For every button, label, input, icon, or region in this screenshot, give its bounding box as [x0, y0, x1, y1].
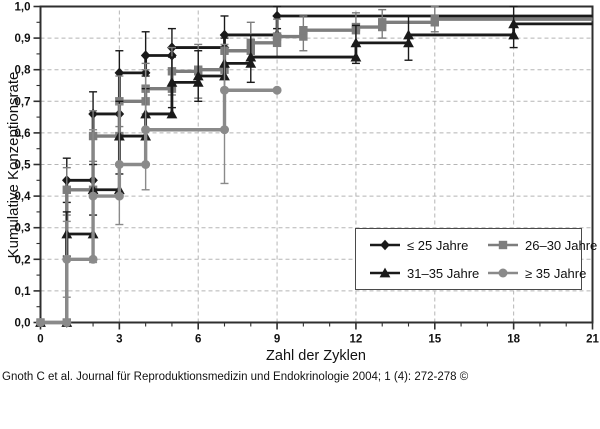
y-tick-label: 0,6 [15, 128, 31, 140]
legend-item-26-30: 26–30 Jahre [486, 238, 597, 253]
triangle-marker [166, 108, 178, 119]
source-caption: Gnoth C et al. Journal für Reproduktions… [2, 371, 469, 383]
x-tick-label: 21 [586, 334, 599, 346]
square-marker [430, 14, 439, 24]
triangle-marker [508, 18, 520, 29]
triangle-marker [379, 267, 391, 278]
square-marker [272, 38, 282, 48]
circle-marker [114, 191, 124, 201]
square-marker [62, 185, 71, 194]
legend: ≤ 25 Jahre 26–30 Jahre 31–35 Jahre ≥ 35 … [355, 228, 597, 290]
chart-plot-area: 0,0 0,1 0,2 0,3 0,4 0,5 0,6 0,7 0,8 0,9 1,0 0 3 6 9 12 1… [15, 2, 600, 346]
y-axis-title: Kumulative Konzeptionsrate [5, 71, 22, 259]
x-axis-title: Zahl der Zyklen [266, 348, 366, 364]
circle-marker-icon [488, 268, 518, 278]
square-marker [498, 240, 508, 250]
circle-marker [36, 318, 45, 327]
circle-marker [498, 268, 508, 278]
y-tick-label: 1,0 [15, 2, 31, 14]
circle-marker [141, 125, 151, 135]
tick-labels: 0,0 0,1 0,2 0,3 0,4 0,5 0,6 0,7 0,8 0,9 1,0 0 3 6 9 12 1… [15, 2, 600, 346]
y-tick-label: 0,3 [15, 223, 31, 235]
legend-label: ≤ 25 Jahre [407, 237, 469, 253]
circle-marker [141, 160, 151, 169]
diamond-marker-icon [370, 239, 400, 251]
triangle-marker [403, 29, 414, 40]
error-bars [62, 5, 518, 257]
y-tick-label: 0,2 [15, 254, 31, 266]
triangle-marker [166, 76, 178, 87]
square-marker [378, 22, 387, 32]
x-tick-label: 3 [116, 334, 122, 346]
square-marker [378, 18, 387, 27]
markers [35, 10, 282, 328]
y-tick-label: 0,1 [15, 286, 32, 298]
plot-frame [39, 5, 594, 324]
legend-item-31-35: 31–35 Jahre [368, 266, 486, 281]
y-tick-label: 0,9 [15, 33, 31, 45]
triangle-marker [245, 57, 257, 68]
x-tick-label: 0 [37, 334, 43, 346]
triangle-marker [350, 37, 362, 48]
circle-marker [88, 254, 98, 264]
series-ge-35-jahre [36, 43, 282, 327]
triangle-marker [245, 51, 257, 62]
y-tick-label: 0,7 [15, 96, 31, 108]
triangle-marker-icon [370, 267, 400, 278]
x-tick-label: 15 [428, 334, 441, 346]
triangle-marker [192, 76, 204, 87]
legend-label: ≥ 35 Jahre [525, 265, 587, 281]
square-marker [299, 32, 308, 41]
circle-marker [62, 318, 72, 327]
triangle-marker [508, 29, 520, 40]
y-tick-label: 0,0 [15, 318, 31, 330]
step-line [40, 88, 278, 325]
circle-marker [272, 85, 282, 95]
circle-marker [88, 191, 98, 201]
square-marker [299, 26, 308, 35]
legend-item-ge-35: ≥ 35 Jahre [486, 266, 597, 281]
markers [36, 85, 282, 327]
triangle-marker [403, 37, 414, 48]
triangle-marker [192, 70, 204, 81]
diamond-marker [380, 239, 390, 251]
y-tick-label: 0,5 [15, 160, 32, 172]
x-tick-label: 6 [195, 334, 201, 346]
legend-item-le-25: ≤ 25 Jahre [368, 238, 486, 253]
axis-ticks [33, 5, 594, 330]
legend-label: 26–30 Jahre [525, 237, 598, 253]
circle-marker [114, 160, 124, 169]
x-tick-label: 9 [274, 334, 280, 346]
circle-marker [220, 85, 229, 95]
triangle-marker [350, 51, 362, 62]
y-tick-label: 0,8 [15, 65, 32, 77]
y-tick-label: 0,4 [15, 191, 32, 203]
circle-marker [220, 125, 229, 135]
x-tick-label: 18 [507, 334, 520, 346]
square-marker-icon [488, 240, 518, 250]
legend-label: 31–35 Jahre [407, 265, 480, 281]
x-tick-label: 12 [350, 334, 363, 346]
square-marker [272, 32, 282, 41]
diamond-marker [140, 50, 151, 61]
circle-marker [62, 254, 72, 264]
